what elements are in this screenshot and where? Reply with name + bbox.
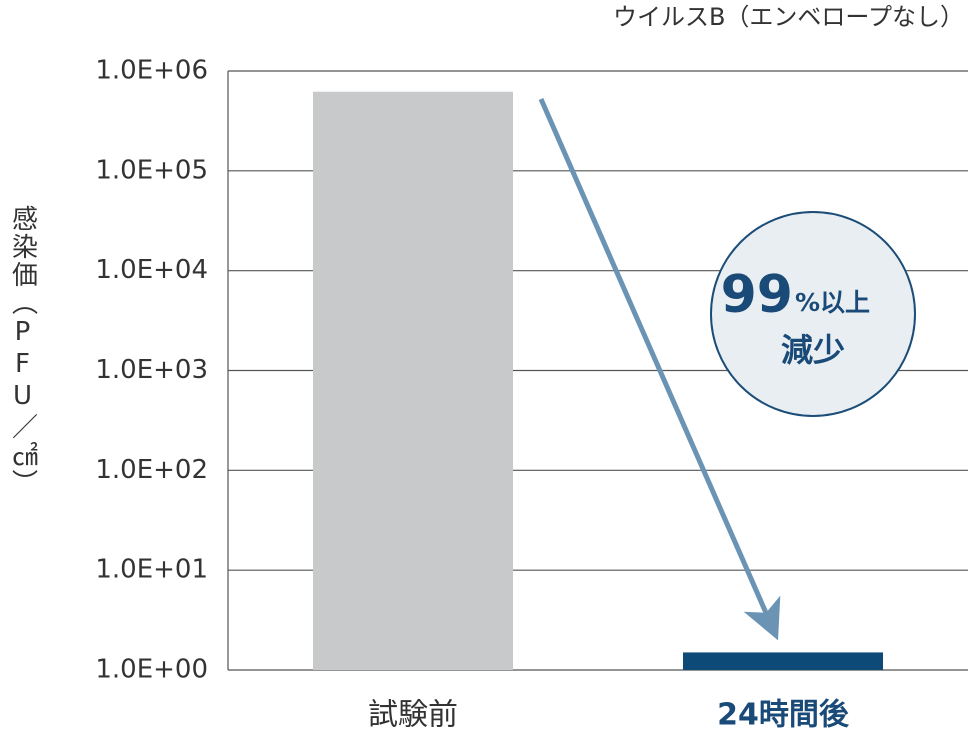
annotation-value: 99 [721,265,793,325]
bar [313,91,513,671]
plot-area: 1.0E+00 1.0E+01 1.0E+02 1.0E+03 1.0E+04 1.0E+… [95,56,968,733]
y-tick-label: 1.0E+02 [95,455,208,485]
annotation-unit: %以上 [795,288,870,317]
y-tick-label: 1.0E+01 [95,555,208,585]
decrease-arrow [538,97,781,641]
y-tick-label: 1.0E+00 [95,655,208,685]
chart-title: ウイルスB（エンベロープなし） [613,3,964,31]
annotation-text: 減少 [781,331,845,369]
annotation-circle [710,211,916,417]
y-tick-label: 1.0E+05 [95,155,208,185]
y-tick-label: 1.0E+04 [95,255,208,285]
x-tick-label: 試験前 [368,698,458,733]
x-tick-label: 24時間後 [717,698,850,733]
y-tick-label: 1.0E+06 [95,56,208,86]
y-tick-label: 1.0E+03 [95,355,208,385]
bar [683,652,883,670]
y-axis-label: 感染価（PFU／㎠） [8,205,38,497]
